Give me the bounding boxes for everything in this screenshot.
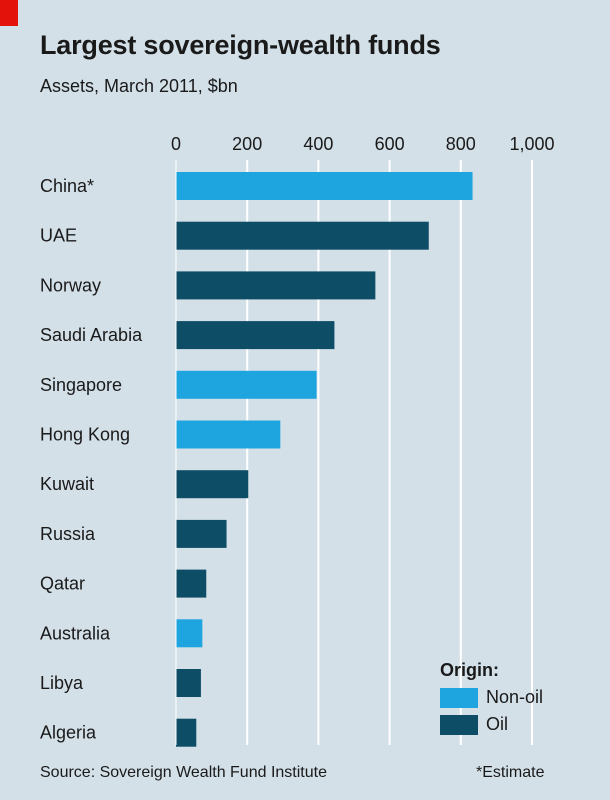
bar bbox=[176, 519, 227, 548]
x-tick-label: 400 bbox=[303, 134, 333, 154]
category-label: Russia bbox=[40, 524, 96, 544]
category-label: Algeria bbox=[40, 723, 97, 743]
source-note: Source: Sovereign Wealth Fund Institute bbox=[40, 764, 327, 781]
category-label: Qatar bbox=[40, 574, 85, 594]
bar bbox=[176, 370, 317, 399]
x-tick-label: 0 bbox=[171, 134, 181, 154]
legend-title: Origin: bbox=[440, 660, 499, 680]
x-tick-label: 800 bbox=[446, 134, 476, 154]
bar bbox=[176, 271, 376, 300]
category-label: China* bbox=[40, 176, 94, 196]
x-tick-label: 1,000 bbox=[509, 134, 554, 154]
legend-label-oil: Oil bbox=[486, 714, 508, 734]
bar bbox=[176, 172, 473, 200]
bar bbox=[176, 221, 429, 250]
bar bbox=[176, 420, 281, 449]
category-label: Libya bbox=[40, 673, 84, 693]
legend-swatch-oil bbox=[440, 714, 478, 735]
legend-item-non-oil: Non-oil bbox=[440, 687, 543, 708]
category-label: Kuwait bbox=[40, 474, 94, 494]
bar bbox=[176, 669, 201, 697]
chart-title: Largest sovereign-wealth funds bbox=[40, 30, 441, 60]
bar bbox=[176, 718, 197, 747]
category-label: Norway bbox=[40, 275, 101, 295]
x-tick-label: 600 bbox=[375, 134, 405, 154]
legend-item-oil: Oil bbox=[440, 714, 543, 735]
bar bbox=[176, 619, 203, 648]
chart-subtitle: Assets, March 2011, $bn bbox=[40, 76, 238, 96]
category-label: Hong Kong bbox=[40, 425, 130, 445]
bar bbox=[176, 569, 207, 598]
category-label: Australia bbox=[40, 623, 111, 643]
category-label: Singapore bbox=[40, 375, 122, 395]
legend-swatch-non-oil bbox=[440, 687, 478, 708]
category-label: UAE bbox=[40, 226, 77, 246]
legend-label-non-oil: Non-oil bbox=[486, 687, 544, 707]
bar bbox=[176, 321, 335, 350]
brand-tag bbox=[0, 0, 18, 26]
bar bbox=[176, 470, 249, 499]
x-tick-label: 200 bbox=[232, 134, 262, 154]
legend: Origin: Non-oil Oil bbox=[440, 660, 543, 741]
category-label: Saudi Arabia bbox=[40, 325, 143, 345]
estimate-footnote: *Estimate bbox=[476, 764, 545, 781]
